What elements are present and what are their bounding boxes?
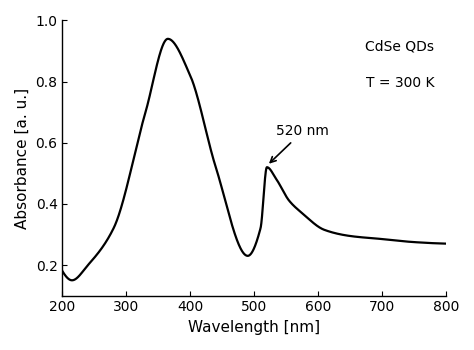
Text: CdSe QDs: CdSe QDs	[365, 40, 434, 54]
Y-axis label: Absorbance [a. u.]: Absorbance [a. u.]	[15, 88, 30, 229]
Text: T = 300 K: T = 300 K	[366, 76, 434, 90]
Text: 520 nm: 520 nm	[270, 124, 329, 162]
X-axis label: Wavelength [nm]: Wavelength [nm]	[188, 320, 320, 335]
